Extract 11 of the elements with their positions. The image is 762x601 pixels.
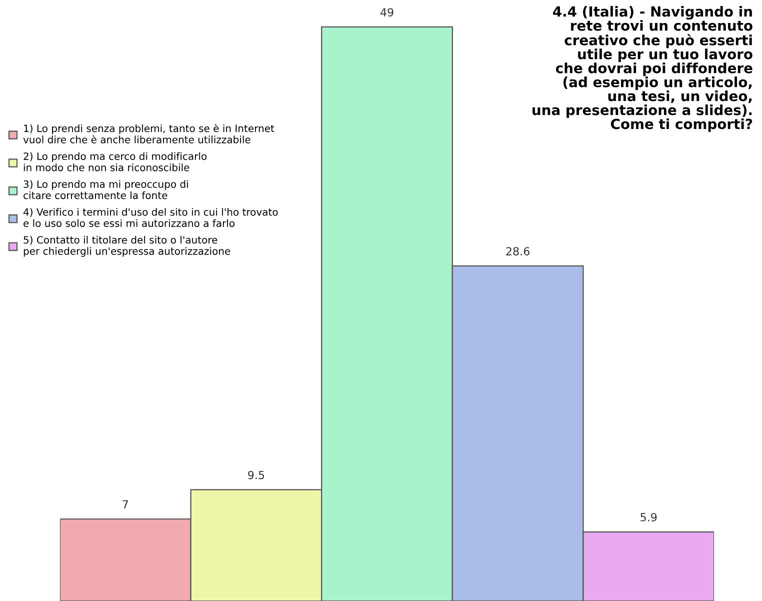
data-label: 7 (122, 500, 128, 508)
data-label: 9.5 (248, 470, 264, 480)
legend-label: 1) Lo prendi senza problemi, tanto se è in Internet vuol dire che è anche liberamente utilizzabile (23, 124, 274, 144)
legend-label: 5) Contatto il titolare del sito o l'autore per chiedergli un'espressa autorizzazione (24, 236, 230, 257)
data-label: 28.6 (506, 247, 530, 256)
data-label: 5.9 (640, 512, 657, 522)
data-label: 49 (380, 8, 394, 16)
legend-label: 2) Lo prendo ma cerco di modificarlo in modo che non sia riconoscibile (24, 152, 207, 172)
chart-title: 4.4 (Italia) - Navigando in rete trovi un contenuto creativo che può esserti utile per un tuo lavoro che dovrai poi diffondere (ad esempio un articolo, una tesi, un video, una presentazione a slides). Come ti comporti? (532, 6, 752, 132)
legend-label: 4) Verifico i termini d'uso del sito in cui l'ho trovato e lo uso solo se essi mi autorizzano a farlo (23, 208, 278, 227)
legend-label: 3) Lo prendo ma mi preoccupo di citare correttamente la fonte (24, 180, 188, 200)
